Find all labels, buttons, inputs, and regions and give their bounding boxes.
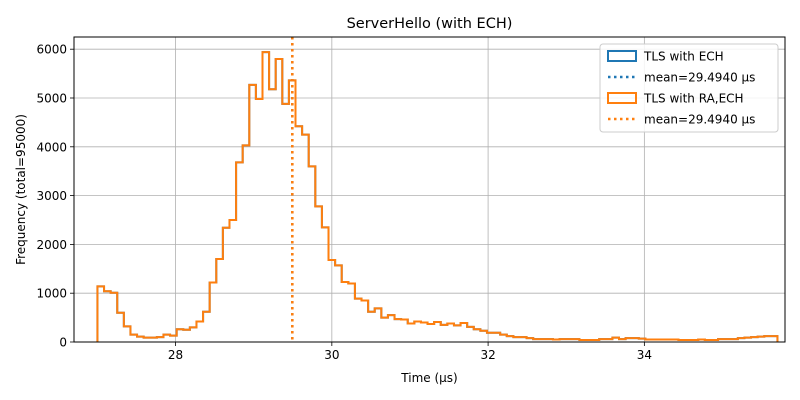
y-tick-label: 0	[59, 336, 67, 350]
y-tick-label: 4000	[36, 140, 67, 154]
y-tick-label: 5000	[36, 92, 67, 106]
legend-label: TLS with RA,ECH	[643, 92, 744, 106]
y-axis-label: Frequency (total=95000)	[14, 114, 28, 265]
legend-patch	[607, 50, 637, 62]
legend-label: mean=29.4940 µs	[644, 113, 755, 127]
y-tick-label: 2000	[36, 238, 67, 252]
plot-frame	[73, 36, 786, 343]
y-axis-ticks: 0 1000 2000 3000 4000 5000 6000	[36, 43, 74, 350]
y-tick-label: 6000	[36, 43, 67, 57]
series-layer	[96, 51, 779, 342]
chart-title: ServerHello (with ECH)	[347, 16, 513, 32]
x-tick-label: 32	[480, 348, 495, 362]
x-tick-label: 34	[637, 348, 652, 362]
y-tick-label: 3000	[36, 189, 67, 203]
legend-box	[599, 43, 779, 133]
x-axis-ticks: 28 30 32 34	[168, 342, 652, 362]
y-tick-label: 1000	[36, 287, 67, 301]
x-tick-label: 28	[168, 348, 183, 362]
legend: TLS with ECH mean=29.4940 µs TLS with RA,E…	[599, 43, 779, 133]
x-tick-label: 30	[324, 348, 339, 362]
legend-patch	[607, 92, 637, 104]
legend-label: TLS with ECH	[643, 50, 724, 64]
legend-label: mean=29.4940 µs	[644, 71, 755, 85]
histogram-series-2	[96, 51, 779, 342]
x-axis-label: Time (µs)	[400, 371, 457, 385]
